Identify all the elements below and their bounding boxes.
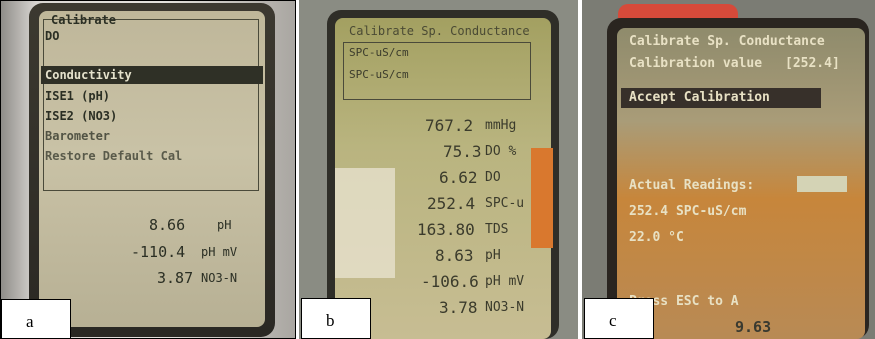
meter-device: Calibrate Sp. Conductance SPC-uS/cm SPC-… <box>327 10 559 339</box>
reading-value: 75.3 <box>443 142 482 161</box>
menu-item-restore[interactable]: Restore Default Cal <box>45 149 183 163</box>
meter-device: Calibrate DO Conductivity ISE1 (pH) ISE2… <box>29 3 275 337</box>
panel-label-box: b <box>301 298 371 339</box>
reading-unit: mmHg <box>485 118 517 133</box>
screen-header: Calibrate Sp. Conductance <box>629 34 825 49</box>
selection-bar <box>621 88 821 108</box>
panel-label-box: c <box>584 298 654 339</box>
orange-reflection <box>531 148 553 248</box>
reading-value: 767.2 <box>425 116 474 135</box>
lcd-screen: Calibrate DO Conductivity ISE1 (pH) ISE2… <box>39 11 265 327</box>
menu-frame <box>43 19 259 191</box>
photo-panel-c: Calibrate Sp. Conductance Calibration va… <box>582 0 875 339</box>
calibration-label: Calibration value <box>629 56 763 71</box>
lcd-screen: Calibrate Sp. Conductance SPC-uS/cm SPC-… <box>335 18 553 339</box>
menu-item-barometer[interactable]: Barometer <box>45 129 111 143</box>
reading-unit: pH <box>485 248 501 263</box>
meter-device: Calibrate Sp. Conductance Calibration va… <box>607 18 869 339</box>
photo-panel-a: Calibrate DO Conductivity ISE1 (pH) ISE2… <box>0 0 296 339</box>
menu-item-ise2[interactable]: ISE2 (NO3) <box>45 109 118 123</box>
panel-label: c <box>609 311 617 330</box>
glare-reflection <box>335 168 395 278</box>
reading-unit: SPC-u <box>485 196 525 211</box>
accept-calibration[interactable]: Accept Calibration <box>629 90 770 105</box>
panel-label: a <box>26 312 34 331</box>
reading-value: 163.80 <box>417 220 475 239</box>
field-spc[interactable]: SPC-uS/cm <box>349 46 409 59</box>
panel-label: b <box>326 311 335 330</box>
reading-unit: pH mV <box>485 274 525 289</box>
reading-value: 6.62 <box>439 168 478 187</box>
reading-value: -110.4 <box>131 243 186 261</box>
lcd-screen: Calibrate Sp. Conductance Calibration va… <box>617 28 865 339</box>
actual-readings-label: Actual Readings: <box>629 178 755 193</box>
photo-panel-b: Calibrate Sp. Conductance SPC-uS/cm SPC-… <box>299 0 578 339</box>
glare-patch <box>797 176 847 192</box>
reading-value: 8.66 <box>149 216 186 234</box>
screen-header: Calibrate Sp. Conductance <box>349 24 530 38</box>
temperature-reading: 22.0 °C <box>629 230 684 245</box>
menu-item-conductivity[interactable]: Conductivity <box>45 68 132 82</box>
reading-value: 252.4 <box>427 194 476 213</box>
device-top-tab <box>618 4 738 18</box>
reading-unit: DO % <box>485 144 517 159</box>
reading-unit: NO3-N <box>485 300 525 315</box>
reading-value: 3.78 <box>439 298 478 317</box>
field-frame <box>343 42 531 100</box>
calibration-value[interactable]: [252.4] <box>785 56 840 71</box>
esc-instruction: Press ESC to A <box>629 294 739 309</box>
menu-title: Calibrate <box>51 13 117 27</box>
reading-value: -106.6 <box>421 272 479 291</box>
bottom-value: 9.63 <box>735 318 772 336</box>
reading-unit: DO <box>485 170 501 185</box>
reading-value: 8.63 <box>435 246 474 265</box>
menu-selection-bar <box>41 66 263 84</box>
field-spc[interactable]: SPC-uS/cm <box>349 68 409 81</box>
panel-label-box: a <box>1 299 71 338</box>
menu-item-do[interactable]: DO <box>45 29 60 43</box>
reading-unit: NO3-N <box>201 271 238 285</box>
menu-item-ise1[interactable]: ISE1 (pH) <box>45 89 111 103</box>
reading-unit: TDS <box>485 222 509 237</box>
reading-unit: pH mV <box>201 245 238 259</box>
reading-value: 3.87 <box>157 269 194 287</box>
spc-reading: 252.4 SPC-uS/cm <box>629 204 747 219</box>
reading-unit: pH <box>217 218 232 232</box>
